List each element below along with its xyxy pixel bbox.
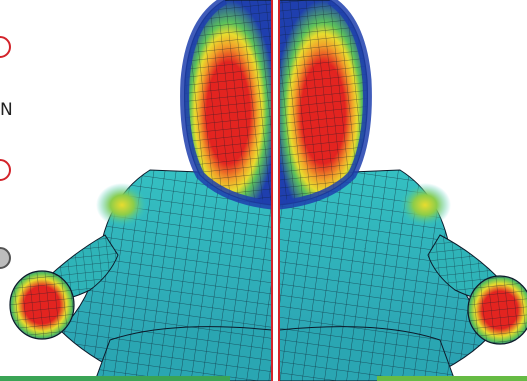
accent-bar-right	[377, 376, 527, 381]
split-divider	[271, 0, 280, 381]
left-view	[9, 0, 272, 381]
shoulder-hotspot-left	[96, 183, 148, 227]
shoulder-hotspot-right	[399, 183, 451, 227]
right-view	[279, 0, 527, 381]
accent-bar-left	[0, 376, 230, 381]
cropped-side-text: N	[0, 100, 14, 120]
